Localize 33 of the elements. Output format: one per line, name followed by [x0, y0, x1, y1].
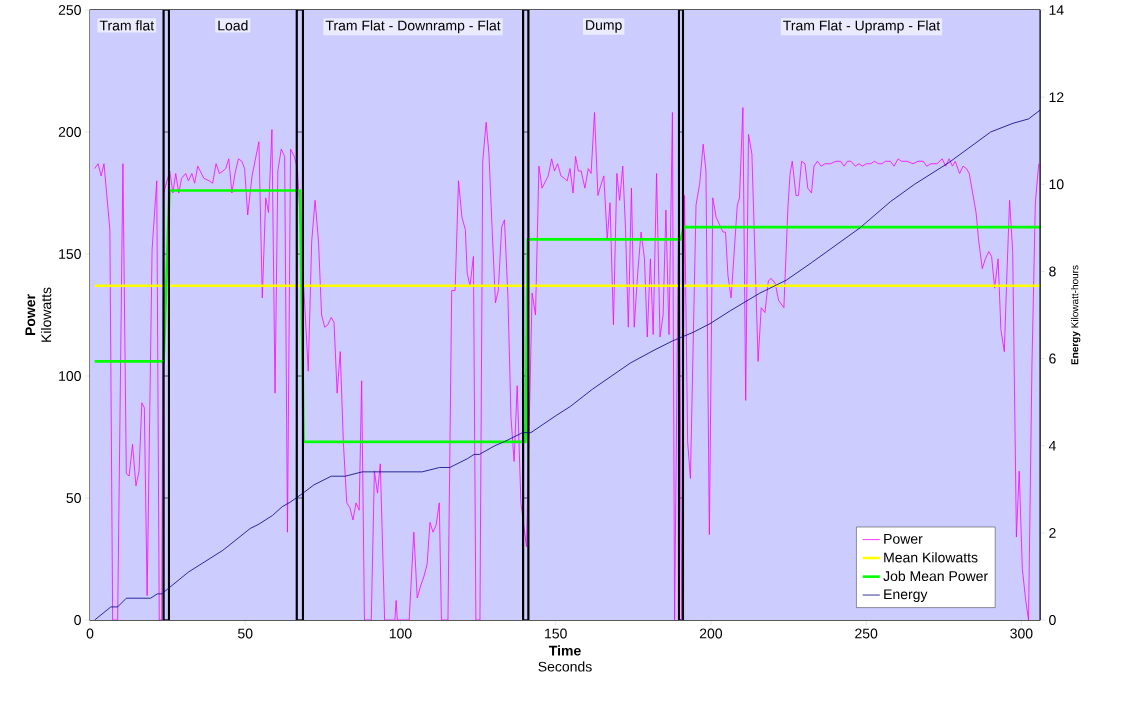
legend-label: Mean Kilowatts	[884, 552, 978, 563]
x-axis-title: Time Seconds	[538, 645, 592, 672]
band-label: Load	[218, 20, 248, 31]
y2-tick-label: 6	[1049, 353, 1056, 364]
y2-axis-title: Energy Kilowatt-hours	[1070, 265, 1081, 365]
y-tick-label: 250	[58, 5, 81, 15]
y-tick-label: 50	[66, 493, 81, 503]
y2-tick-label: 10	[1049, 179, 1064, 190]
x-tick-label: 100	[389, 628, 412, 639]
legend-label: Energy	[884, 589, 928, 602]
x-tick-label: 300	[1010, 628, 1033, 639]
y2-tick-label: 8	[1049, 266, 1056, 277]
y2-tick-label: 4	[1048, 440, 1056, 451]
band-label: Tram Flat - Upramp - Flat	[783, 20, 941, 34]
y-tick-label: 200	[58, 127, 81, 137]
y-tick-label: 0	[74, 615, 81, 625]
legend-label: Power	[884, 534, 923, 544]
x-tick-label: 250	[855, 628, 878, 639]
x-tick-label: 50	[238, 628, 253, 639]
legend-label: Job Mean Power	[883, 570, 988, 582]
y2-tick-label: 14	[1049, 5, 1064, 15]
band-label: Tram flat	[99, 20, 155, 31]
y2-tick-label: 0	[1049, 615, 1056, 625]
y2-tick-label: 2	[1049, 527, 1056, 538]
band-label: Tram Flat - Downramp - Flat	[325, 20, 501, 34]
band-label: Dump	[586, 20, 622, 33]
y-tick-label: 100	[59, 371, 81, 381]
x-tick-label: 150	[545, 628, 567, 639]
x-tick-label: 200	[699, 628, 723, 639]
y2-tick-label: 12	[1049, 92, 1064, 103]
y-axis-title: Power Kilowatts	[25, 287, 52, 342]
y-tick-label: 150	[59, 249, 81, 259]
x-tick-label: 0	[86, 628, 94, 639]
